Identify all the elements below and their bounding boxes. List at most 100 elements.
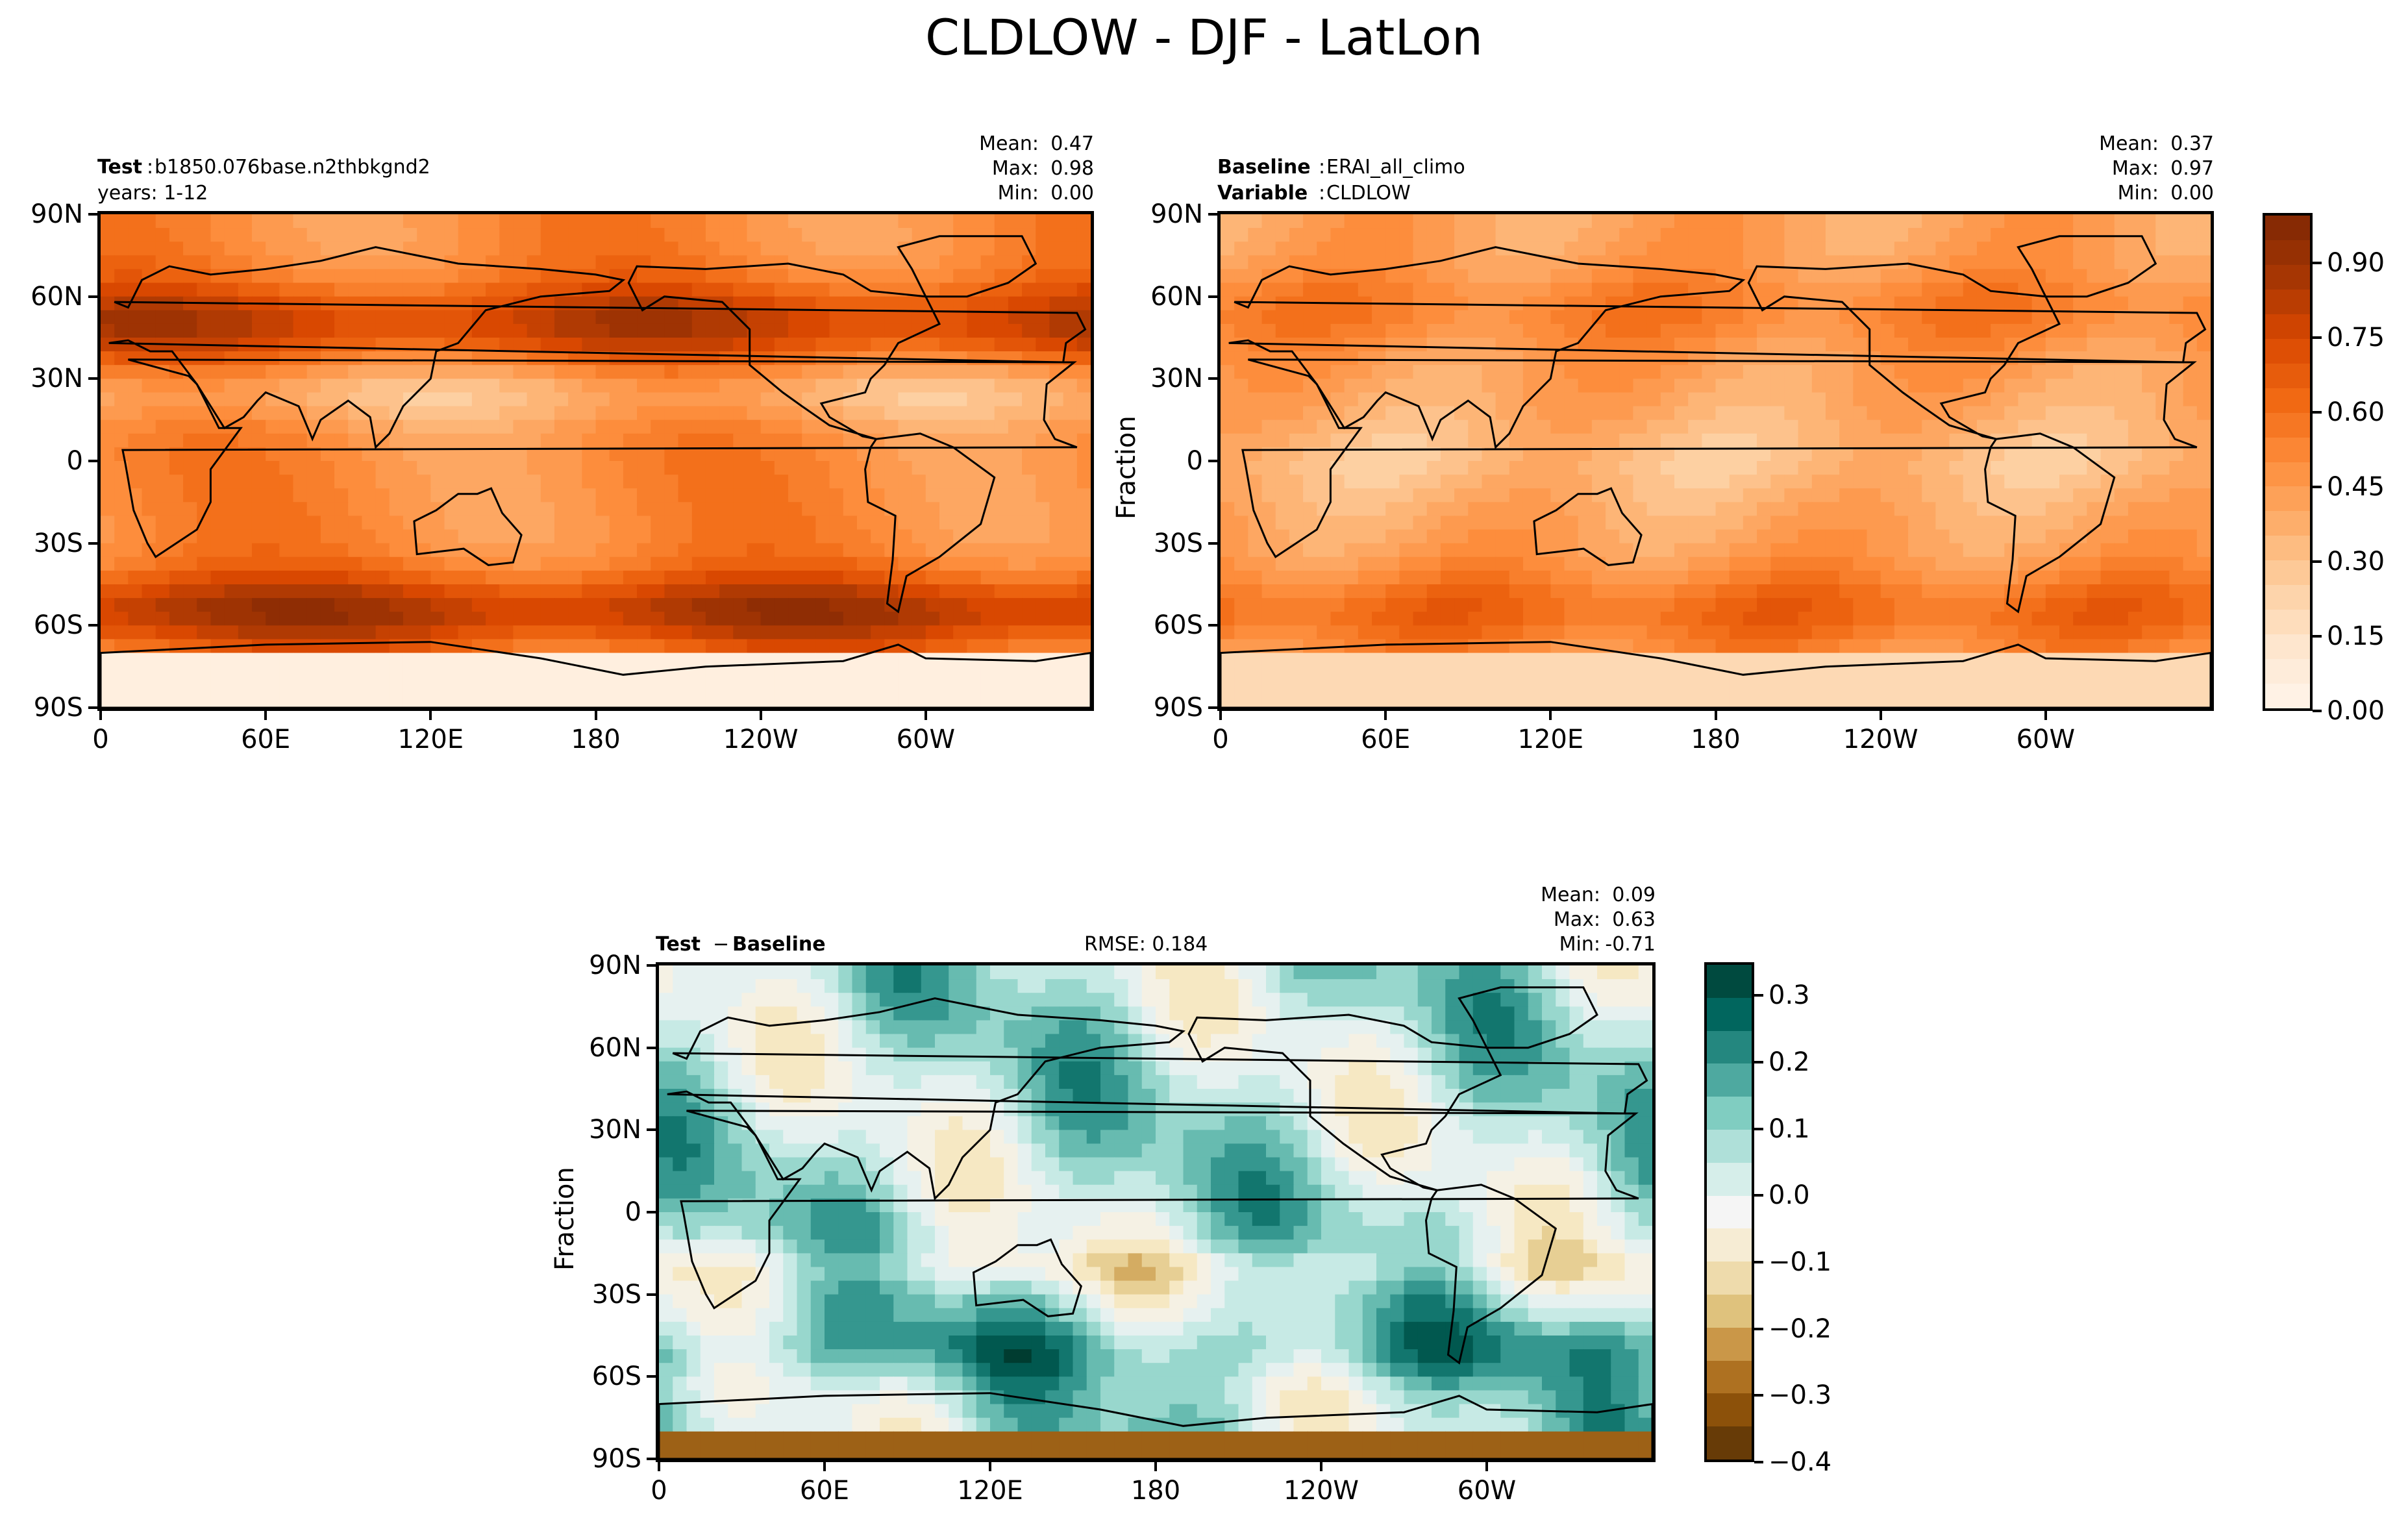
colorbar-tick-mark: [2313, 485, 2322, 488]
stat-max-value: 0.63: [1612, 908, 1656, 931]
y-tick-mark: [88, 295, 97, 298]
x-tick-label: 60E: [799, 1476, 850, 1506]
x-tick-label: 180: [1691, 725, 1741, 754]
y-tick-label: 0: [1186, 446, 1203, 476]
coastline-0: [680, 1110, 1639, 1310]
y-tick-label: 30N: [31, 364, 83, 394]
colorbar-band: [2265, 536, 2310, 562]
colorbar-tick-mark: [2313, 261, 2322, 264]
x-tick-label: 0: [1212, 725, 1229, 754]
coastline-0: [1241, 358, 2198, 558]
x-tick-mark: [2044, 711, 2047, 720]
y-tick-label: 30S: [33, 528, 83, 558]
colorbar-band: [1707, 1262, 1752, 1295]
y-axis-label: Fraction: [550, 1167, 580, 1271]
colorbar-band: [2265, 486, 2310, 512]
stat-max-label: Max:: [991, 157, 1039, 180]
colorbar-band: [2265, 684, 2310, 708]
y-tick-mark: [647, 1046, 656, 1049]
stat-min-value: -0.71: [1605, 933, 1656, 956]
colorbar-band: [2265, 462, 2310, 488]
stat-mean-label: Mean:: [2099, 132, 2159, 155]
stat-min-label: Min:: [1559, 933, 1600, 956]
colorbar-band: [1707, 1426, 1752, 1460]
coastline-3: [1747, 262, 2061, 440]
y-tick-mark: [1208, 213, 1217, 216]
x-tick-label: 60W: [896, 725, 956, 754]
x-tick-mark: [1879, 711, 1882, 720]
coastline-6: [101, 641, 1091, 708]
colorbar-band: [2265, 363, 2310, 389]
y-axis-label: Fraction: [1111, 416, 1141, 519]
header-test-label: Test: [656, 933, 701, 956]
x-tick-label: 0: [92, 725, 109, 754]
coastline-6: [659, 1392, 1652, 1459]
colorbar-band: [1707, 1327, 1752, 1361]
x-tick-mark: [1320, 1462, 1322, 1471]
map-plot-difference: [656, 962, 1656, 1462]
colorbar-tick-label: 0.2: [1769, 1047, 1810, 1077]
y-tick-label: 60S: [33, 610, 83, 641]
header-label-1: Test: [97, 156, 143, 179]
stat-min-label: Min:: [2117, 182, 2159, 205]
y-tick-label: 90N: [589, 951, 641, 980]
header-colon-2: :: [1319, 182, 1326, 205]
y-tick-mark: [1208, 541, 1217, 545]
y-tick-label: 90N: [1150, 199, 1203, 229]
coastline-4: [864, 432, 996, 614]
header-years: years: 1-12: [97, 182, 208, 205]
colorbar-tick-mark: [1754, 994, 1763, 997]
colorbar-band: [1707, 965, 1752, 999]
stat-mean-value: 0.37: [2170, 132, 2214, 155]
y-tick-label: 60N: [589, 1032, 641, 1063]
colorbar-band: [2265, 412, 2310, 438]
stat-mean-label: Mean:: [979, 132, 1039, 155]
y-tick-mark: [647, 1375, 656, 1378]
colorbar-tick-mark: [1754, 1461, 1763, 1463]
x-tick-label: 180: [571, 725, 621, 754]
colorbar-tick-label: 0.30: [2327, 546, 2385, 577]
stat-mean-label: Mean:: [1541, 884, 1600, 906]
colorbar-tick-mark: [2313, 560, 2322, 563]
x-tick-mark: [658, 1462, 660, 1471]
map-field-test: [101, 214, 1091, 708]
colorbar-tick-mark: [1754, 1194, 1763, 1197]
colorbar-band: [2265, 216, 2310, 241]
x-tick-label: 60E: [1361, 725, 1411, 754]
stat-min-value: 0.00: [1050, 182, 1094, 205]
colorbar-tick-mark: [1754, 1394, 1763, 1397]
x-tick-mark: [1384, 711, 1387, 720]
x-tick-label: 120E: [1517, 725, 1584, 754]
x-tick-label: 120W: [723, 725, 799, 754]
rmse-label: RMSE: 0.184: [1084, 933, 1208, 956]
coastline-0: [121, 358, 1078, 558]
colorbar-tick-label: −0.1: [1769, 1247, 1832, 1277]
stat-mean-value: 0.47: [1050, 132, 1094, 155]
y-tick-mark: [1208, 624, 1217, 627]
y-tick-label: 90S: [1153, 693, 1203, 723]
header-value-2: CLDLOW: [1326, 182, 1411, 205]
header-colon-1: :: [1319, 156, 1326, 179]
x-tick-mark: [1714, 711, 1717, 720]
y-tick-label: 60N: [31, 281, 83, 312]
map-field-baseline: [1221, 214, 2211, 708]
colorbar-tick-label: 0.60: [2327, 397, 2385, 427]
colorbar-tick-mark: [2313, 410, 2322, 414]
coastline-6: [1221, 641, 2211, 708]
y-tick-label: 30S: [591, 1279, 641, 1310]
coastline-1: [667, 997, 1648, 1200]
stat-mean-value: 0.09: [1612, 884, 1656, 906]
header-label-2: Variable: [1217, 182, 1308, 205]
coastline-2: [413, 487, 523, 566]
y-tick-mark: [1208, 460, 1217, 462]
x-tick-label: 120W: [1843, 725, 1918, 754]
header-value-1: ERAI_all_climo: [1326, 156, 1465, 179]
y-tick-mark: [88, 213, 97, 216]
map-plot-baseline: [1217, 211, 2214, 711]
colorbar-band: [2265, 289, 2310, 315]
x-tick-mark: [924, 711, 927, 720]
colorbar-band: [2265, 585, 2310, 611]
y-tick-mark: [647, 1128, 656, 1132]
figure-title: CLDLOW - DJF - LatLon: [925, 8, 1483, 66]
stat-max-label: Max:: [2111, 157, 2159, 180]
